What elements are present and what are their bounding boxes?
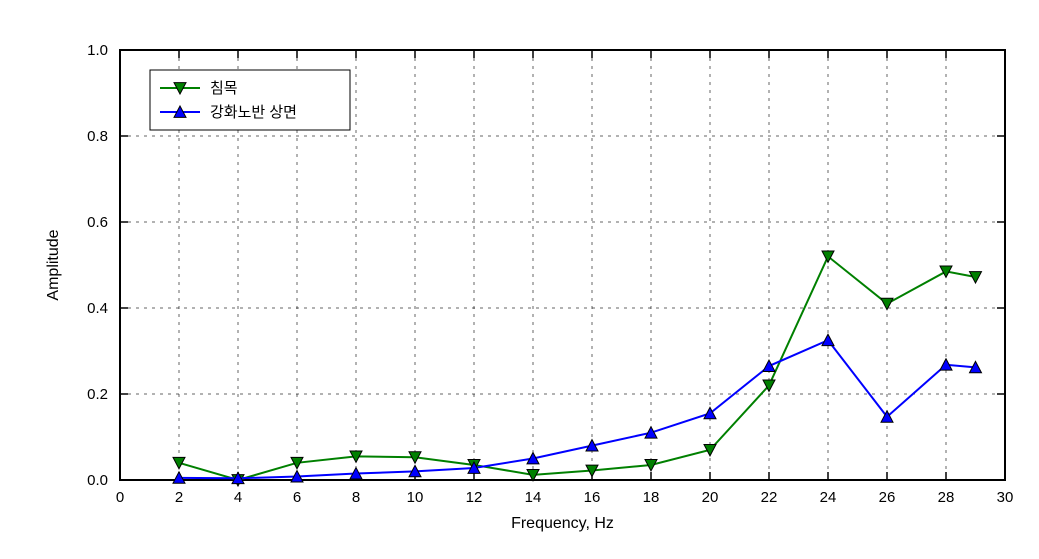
x-tick-label: 12	[466, 489, 483, 506]
x-tick-label: 10	[407, 489, 424, 506]
x-tick-label: 26	[879, 489, 896, 506]
x-tick-label: 14	[525, 489, 542, 506]
legend-label: 강화노반 상면	[210, 104, 297, 121]
y-tick-label: 1.0	[87, 42, 108, 59]
x-tick-label: 16	[584, 489, 601, 506]
x-tick-label: 28	[938, 489, 955, 506]
y-tick-label: 0.2	[87, 386, 108, 403]
x-tick-label: 18	[643, 489, 660, 506]
x-tick-label: 2	[175, 489, 183, 506]
y-axis-label: Amplitude	[45, 229, 62, 300]
line-chart: 0246810121416182022242628300.00.20.40.60…	[0, 0, 1039, 559]
y-tick-label: 0.8	[87, 128, 108, 145]
x-tick-label: 22	[761, 489, 778, 506]
x-axis-label: Frequency, Hz	[511, 515, 614, 532]
y-tick-label: 0.0	[87, 472, 108, 489]
x-tick-label: 0	[116, 489, 124, 506]
x-tick-label: 30	[997, 489, 1014, 506]
x-tick-label: 20	[702, 489, 719, 506]
x-tick-label: 8	[352, 489, 360, 506]
legend: 침목강화노반 상면	[150, 70, 350, 130]
x-tick-label: 4	[234, 489, 242, 506]
legend-label: 침목	[210, 80, 238, 97]
x-tick-label: 6	[293, 489, 301, 506]
y-tick-label: 0.6	[87, 214, 108, 231]
y-tick-label: 0.4	[87, 300, 108, 317]
x-tick-label: 24	[820, 489, 837, 506]
chart-container: 0246810121416182022242628300.00.20.40.60…	[0, 0, 1039, 559]
